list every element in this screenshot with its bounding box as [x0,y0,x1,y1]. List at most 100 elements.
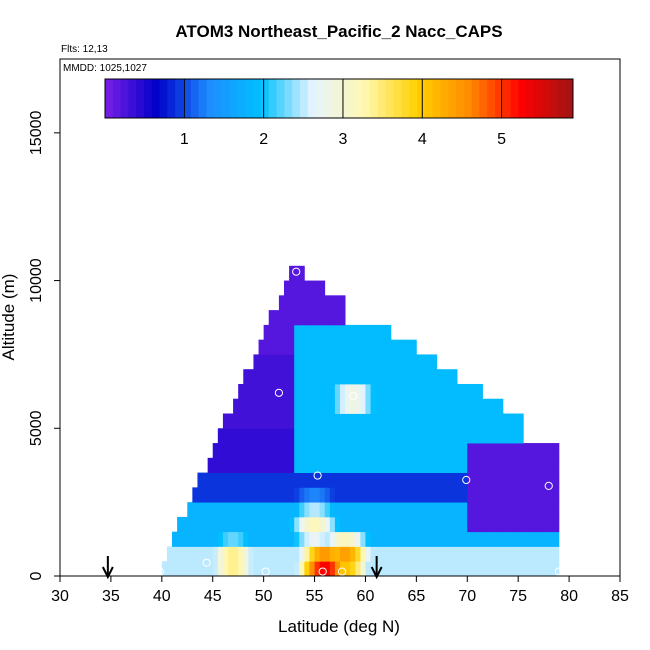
heatmap-cell [304,339,310,355]
heatmap-cell [284,324,290,341]
heatmap-cell [207,487,214,503]
heatmap-cell [207,502,214,518]
heatmap-cell [380,398,387,414]
heatmap-cell [299,339,305,355]
heatmap-cell [212,546,219,562]
heatmap-cell [289,531,295,547]
heatmap-cell [426,516,433,533]
heatmap-cell [477,502,483,518]
heatmap-cell [528,487,534,503]
heatmap-cell [472,487,478,503]
heatmap-cell [299,546,305,562]
heatmap-cell [334,487,341,503]
heatmap-cell [538,443,545,459]
heatmap-cell [538,531,545,547]
heatmap-cell [334,310,341,326]
heatmap-cell [436,487,443,503]
heatmap-cell [487,443,494,459]
heatmap-cell [533,561,539,577]
heatmap-cell [309,398,315,414]
heatmap-cell [355,457,361,473]
heatmap-cell [289,487,295,503]
heatmap-cell [462,413,468,429]
heatmap-cell [329,531,336,547]
heatmap-cell [401,383,407,400]
heatmap-cell [513,516,519,533]
heatmap-cell [421,502,427,518]
heatmap-cell [396,487,402,503]
heatmap-cell [334,398,341,414]
heatmap-cell [217,516,224,533]
heatmap-cell [340,339,346,355]
heatmap-cell [477,398,483,414]
heatmap-cell [278,339,285,355]
heatmap-cell [538,561,545,577]
x-tick-label: 80 [560,588,578,605]
heatmap-cell [294,324,300,341]
heatmap-cell [299,310,305,326]
heatmap-cell [543,487,550,503]
heatmap-cell [360,443,366,459]
heatmap-cell [472,428,478,444]
heatmap-cell [533,457,539,473]
heatmap-cell [299,354,305,370]
heatmap-cell [319,369,326,385]
heatmap-cell [273,502,280,518]
heatmap-cell [523,516,529,533]
heatmap-cell [268,354,275,370]
heatmap-cell [309,457,315,473]
heatmap-cell [467,398,473,414]
heatmap-cell [380,339,387,355]
heatmap-cell [446,472,453,488]
heatmap-cell [502,516,509,533]
heatmap-cell [380,502,387,518]
heatmap-cell [360,472,366,488]
colorbar-segment [105,79,114,118]
heatmap-cell [319,457,326,473]
heatmap-cell [340,383,346,400]
heatmap-cell [533,472,539,488]
heatmap-cell [324,546,331,562]
heatmap-cell [243,531,249,547]
heatmap-cell [482,561,489,577]
colorbar-segment [510,79,519,118]
heatmap-cell [268,413,275,429]
heatmap-cell [355,487,361,503]
heatmap-cell [421,487,427,503]
heatmap-cell [278,310,285,326]
heatmap-cell [446,383,453,400]
x-tick-label: 35 [102,588,120,605]
heatmap-cell [396,413,402,429]
heatmap-cell [309,472,315,488]
heatmap-cell [513,546,519,562]
heatmap-cell [278,502,285,518]
colorbar-segment [456,79,465,118]
heatmap-cell [548,531,555,547]
heatmap-cell [248,487,254,503]
heatmap-cell [182,561,188,577]
colorbar-segment [112,79,122,118]
heatmap-cell [513,472,519,488]
heatmap-cell [406,516,412,533]
heatmap-cell [243,546,249,562]
heatmap-cell [365,516,371,533]
heatmap-cell [284,280,290,296]
heatmap-cell [452,457,458,473]
heatmap-cell [228,546,234,562]
heatmap-cell [212,472,219,488]
heatmap-cell [294,546,300,562]
heatmap-cell [518,487,524,503]
heatmap-cell [299,561,305,577]
heatmap-cell [406,561,412,577]
heatmap-cell [202,531,209,547]
heatmap-cell [258,472,265,488]
heatmap-cell [324,383,331,400]
heatmap-cell [258,487,265,503]
heatmap-cell [360,546,366,562]
heatmap-cell [482,413,489,429]
heatmap-cell [523,531,529,547]
heatmap-cell [304,487,310,503]
heatmap-cell [284,295,290,311]
heatmap-cell [243,502,249,518]
heatmap-cell [390,561,397,577]
